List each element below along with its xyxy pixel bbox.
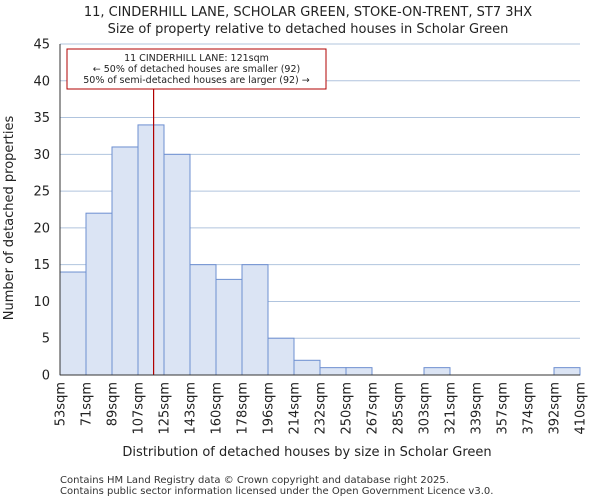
x-tick-label: 196sqm <box>262 382 277 435</box>
x-tick-label: 178sqm <box>236 382 251 435</box>
histogram-bar <box>241 264 269 376</box>
y-tick-label: 45 <box>33 38 50 53</box>
footer-line-2: Contains public sector information licen… <box>60 486 493 497</box>
histogram-bar <box>319 367 347 376</box>
annotation-box <box>66 48 327 90</box>
chart-subtitle: Size of property relative to detached ho… <box>108 22 509 37</box>
annotation-line-3: 50% of semi-detached houses are larger (… <box>83 75 310 86</box>
footer-line-1: Contains HM Land Registry data © Crown c… <box>60 475 449 486</box>
x-tick-label: 214sqm <box>288 382 303 435</box>
histogram-bar <box>267 337 295 376</box>
x-tick-label: 374sqm <box>522 382 537 435</box>
x-tick-label: 303sqm <box>418 382 433 435</box>
axes: 0 5 10 15 20 25 30 35 40 45 53sqm 71sqm 89sqm 107sqm 1… <box>33 38 588 435</box>
chart-title: 11, CINDERHILL LANE, SCHOLAR GREEN, STOK… <box>84 5 532 20</box>
x-tick-label: 71sqm <box>80 382 95 426</box>
histogram-bar <box>553 367 581 376</box>
x-axis-label: Distribution of detached houses by size … <box>122 445 491 460</box>
bars <box>59 124 581 376</box>
y-tick-label: 25 <box>33 185 50 200</box>
y-tick-label: 30 <box>33 148 50 163</box>
x-tick-label: 232sqm <box>314 382 329 435</box>
x-tick-label: 250sqm <box>340 382 355 435</box>
histogram-bar <box>345 367 373 376</box>
x-tick-label: 339sqm <box>470 382 485 435</box>
y-tick-label: 5 <box>42 332 50 347</box>
y-tick-label: 40 <box>33 74 50 89</box>
annotation-line-2: ← 50% of detached houses are smaller (92… <box>93 64 300 75</box>
x-tick-label: 53sqm <box>54 382 69 426</box>
x-tick-label: 107sqm <box>132 382 147 435</box>
annotation: 11 CINDERHILL LANE: 121sqm ← 50% of deta… <box>66 48 327 90</box>
y-axis-label: Number of detached properties <box>2 116 17 321</box>
x-tick-label: 267sqm <box>366 382 381 435</box>
y-tick-label: 10 <box>33 295 50 310</box>
x-tick-label: 125sqm <box>158 382 173 435</box>
annotation-line-1: 11 CINDERHILL LANE: 121sqm <box>124 53 269 64</box>
histogram-bar <box>59 271 87 376</box>
histogram-bar <box>215 278 243 376</box>
x-tick-label: 160sqm <box>210 382 225 435</box>
x-tick-label: 89sqm <box>106 382 121 426</box>
y-tick-label: 35 <box>33 111 50 126</box>
y-tick-label: 20 <box>33 221 50 236</box>
x-tick-label: 357sqm <box>496 382 511 435</box>
x-tick-label: 143sqm <box>184 382 199 435</box>
histogram-bar <box>423 367 451 376</box>
x-tick-label: 285sqm <box>392 382 407 435</box>
histogram-bar <box>189 264 217 376</box>
x-tick-label: 321sqm <box>444 382 459 435</box>
y-tick-label: 0 <box>42 369 50 384</box>
x-tick-label: 410sqm <box>574 382 589 435</box>
histogram-bar <box>137 124 165 376</box>
histogram-bar <box>111 146 139 376</box>
histogram-bar <box>293 359 321 376</box>
x-tick-label: 392sqm <box>548 382 563 435</box>
histogram-bar <box>85 212 113 376</box>
y-tick-label: 15 <box>33 258 50 273</box>
histogram-bar <box>163 153 191 376</box>
